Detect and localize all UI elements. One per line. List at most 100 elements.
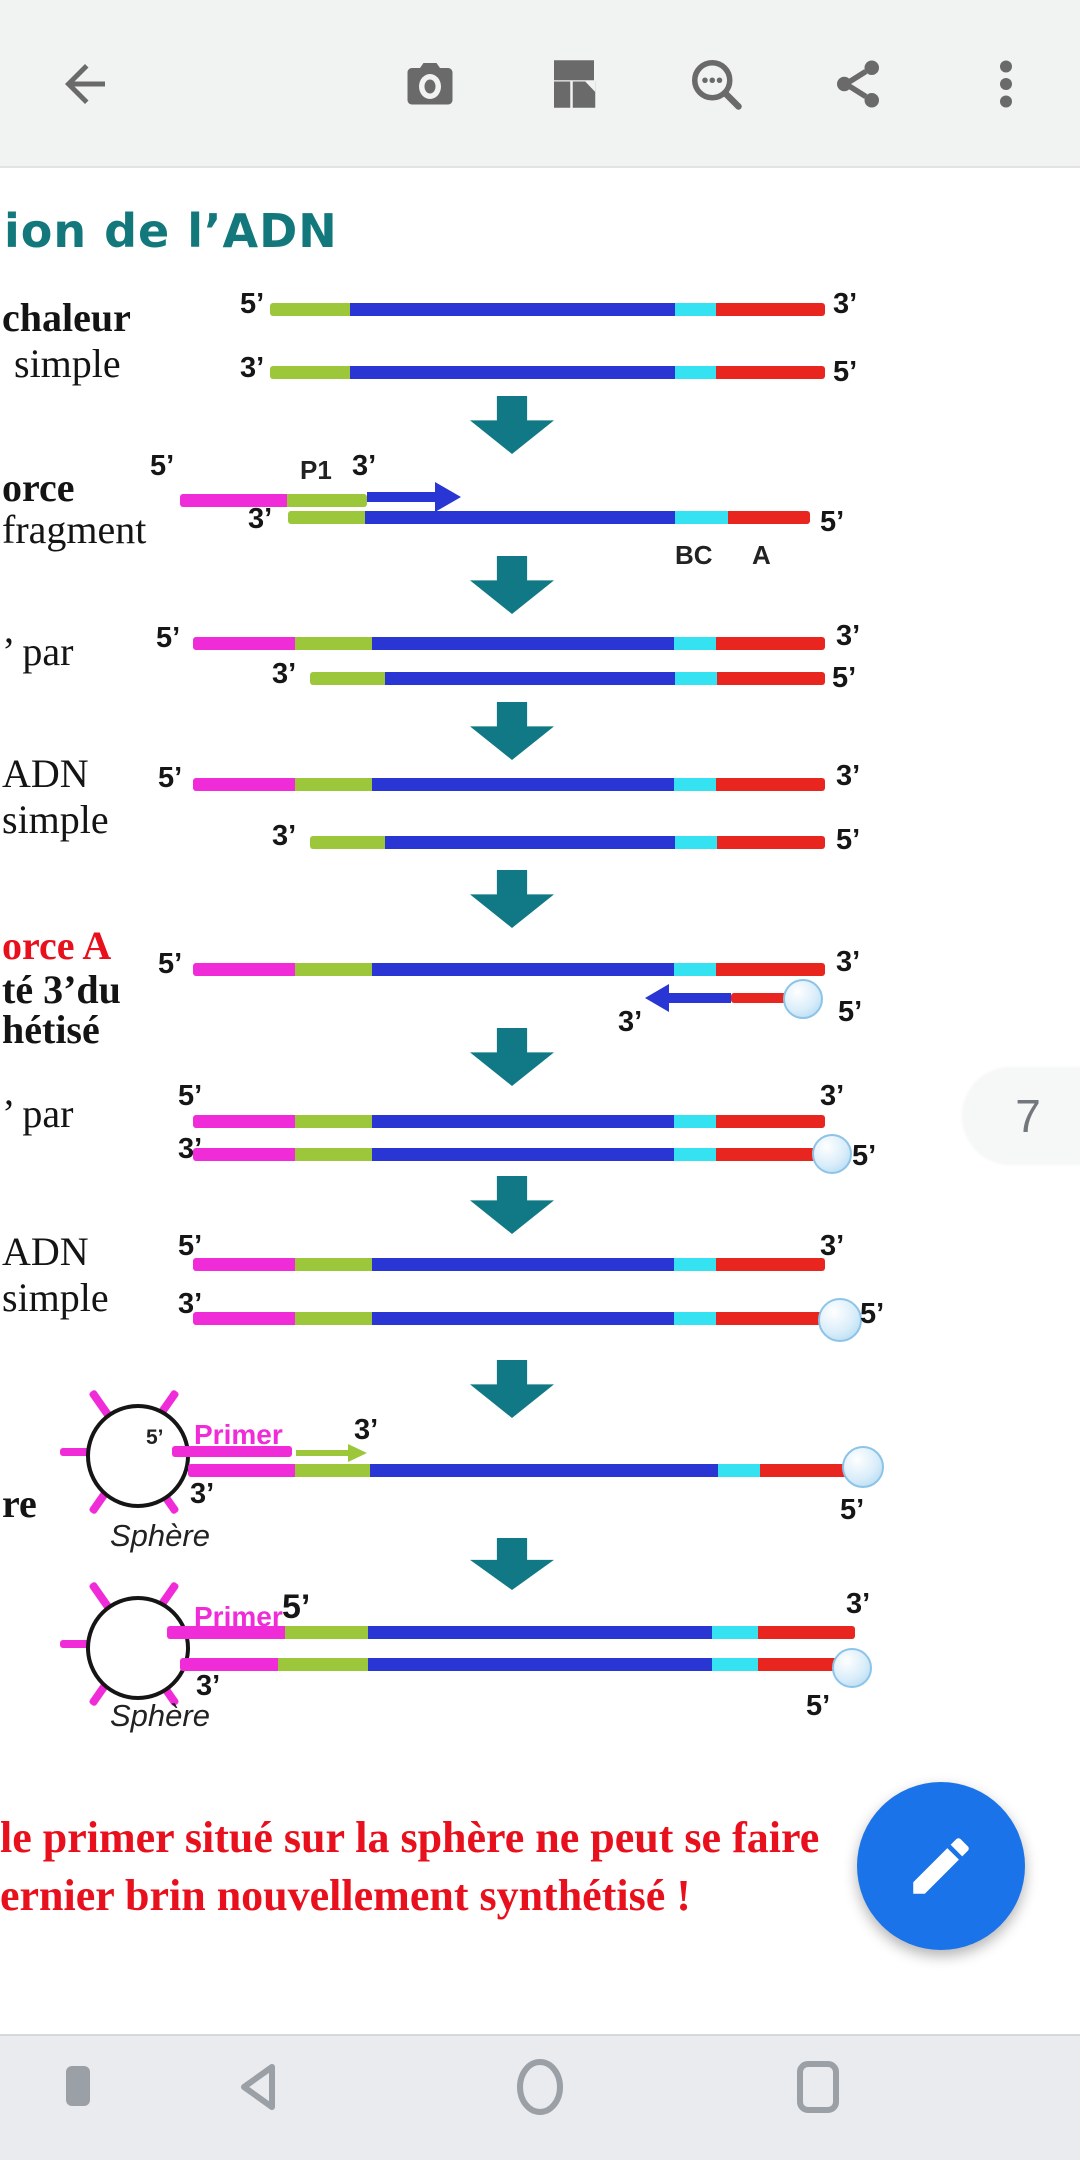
label-5prime: 5’ <box>158 948 183 980</box>
share-button[interactable] <box>828 54 888 114</box>
label-5prime: 5’ <box>150 450 175 482</box>
label-3prime: 3’ <box>272 658 297 690</box>
label-5prime: 5’ <box>820 506 845 538</box>
label-5prime: 5’ <box>158 762 183 794</box>
page-preview-icon <box>554 60 596 108</box>
label-3prime: 3’ <box>836 946 861 978</box>
back-arrow-icon <box>65 64 105 104</box>
label-p1: P1 <box>300 455 332 485</box>
sphere-caption: Sphère <box>110 1698 210 1733</box>
label-3prime: 3’ <box>846 1588 871 1620</box>
reverse-arrow-body <box>669 993 731 1003</box>
label-3prime: 3’ <box>352 450 377 482</box>
label-5prime: 5’ <box>840 1494 865 1526</box>
nav-home-button[interactable] <box>512 2059 568 2115</box>
left-text-fragment: orce A <box>2 923 112 968</box>
label-5prime: 5’ <box>838 996 863 1028</box>
home-circle-icon <box>517 2059 563 2115</box>
page-number-indicator: 7 <box>963 1068 1080 1164</box>
dna-strand <box>193 778 825 791</box>
label-3prime: 3’ <box>190 1478 215 1510</box>
dna-strand <box>193 1312 825 1325</box>
edit-fab[interactable] <box>857 1782 1025 1950</box>
left-text-fragment: fragment <box>2 507 147 552</box>
label-3prime: 3’ <box>820 1080 845 1112</box>
nav-recents-button[interactable] <box>790 2059 846 2115</box>
label-5prime: 5’ <box>806 1690 831 1722</box>
page-title: ion de l’ADN <box>4 204 338 258</box>
sphere-bead <box>812 1134 852 1174</box>
camera-icon <box>407 63 453 105</box>
dna-strand <box>270 366 825 379</box>
android-navbar <box>0 2034 1080 2160</box>
label-5prime: 5’ <box>832 662 857 694</box>
left-text-fragment: hétisé <box>2 1007 100 1052</box>
primer-strand <box>180 494 367 507</box>
step-arrow-down <box>470 1360 554 1418</box>
left-text-fragment: simple <box>14 341 121 386</box>
dna-strand <box>193 1115 825 1128</box>
label-5prime: 5’ <box>178 1230 203 1262</box>
label-3prime: 3’ <box>354 1414 379 1446</box>
more-vert-icon <box>1000 60 1012 108</box>
label-5prime: 5’ <box>146 1426 164 1449</box>
back-button[interactable] <box>55 54 115 114</box>
sphere-bead <box>818 1298 862 1342</box>
label-5prime: 5’ <box>860 1298 885 1330</box>
overflow-menu-button[interactable] <box>976 54 1036 114</box>
reverse-arrowhead <box>645 984 669 1012</box>
label-5prime: 5’ <box>156 622 181 654</box>
share-icon <box>837 60 879 108</box>
page-preview-button[interactable] <box>544 54 604 114</box>
label-bc: BC <box>675 540 713 570</box>
left-text-fragment: simple <box>2 797 109 842</box>
left-text-fragment: orce <box>2 465 75 510</box>
label-3prime: 3’ <box>836 760 861 792</box>
dna-strand <box>310 836 825 849</box>
label-5prime: 5’ <box>836 824 861 856</box>
label-5prime: 5’ <box>240 288 265 320</box>
left-text-fragment: ADN <box>2 751 89 796</box>
sphere-bead <box>842 1446 884 1488</box>
sphere-circle <box>86 1596 190 1700</box>
label-5prime: 5’ <box>178 1080 203 1112</box>
top-toolbar <box>0 0 1080 168</box>
step-arrow-down <box>470 1028 554 1086</box>
dna-strand <box>310 672 825 685</box>
sphere-bead <box>832 1648 872 1688</box>
left-text-fragment: té 3’du <box>2 967 121 1012</box>
label-3prime: 3’ <box>248 503 273 535</box>
left-text-fragment: ’ par <box>2 629 74 674</box>
pencil-icon <box>913 1838 969 1894</box>
step-arrow-down <box>470 1176 554 1234</box>
label-5prime: 5’ <box>852 1140 877 1172</box>
sphere-caption: Sphère <box>110 1518 210 1553</box>
label-3prime: 3’ <box>833 288 858 320</box>
nav-back-button[interactable] <box>234 2059 290 2115</box>
extension-arrowhead <box>348 1444 367 1462</box>
step-arrow-down <box>470 702 554 760</box>
sphere-bead <box>783 979 823 1019</box>
label-3prime: 3’ <box>836 620 861 652</box>
left-text-fragment: re <box>2 1481 37 1526</box>
camera-button[interactable] <box>400 54 460 114</box>
left-text-fragment: chaleur <box>2 295 131 340</box>
search-button[interactable] <box>686 54 746 114</box>
polymerase-arrowhead <box>435 482 461 512</box>
warning-note-line2: ernier brin nouvellement synthétisé ! <box>0 1871 691 1920</box>
label-3prime: 3’ <box>196 1670 221 1702</box>
extension-arrow <box>296 1450 348 1456</box>
label-3prime: 3’ <box>240 352 265 384</box>
label-5prime: 5’ <box>282 1588 311 1626</box>
dna-strand <box>288 511 810 524</box>
polymerase-arrow <box>367 492 435 502</box>
dna-strand <box>193 1148 825 1161</box>
step-arrow-down <box>470 870 554 928</box>
step-arrow-down <box>470 396 554 454</box>
dna-strand <box>167 1626 855 1639</box>
left-text-fragment: simple <box>2 1275 109 1320</box>
recents-square-icon <box>797 2061 839 2113</box>
label-3prime: 3’ <box>618 1006 643 1038</box>
step-arrow-down <box>470 1538 554 1590</box>
